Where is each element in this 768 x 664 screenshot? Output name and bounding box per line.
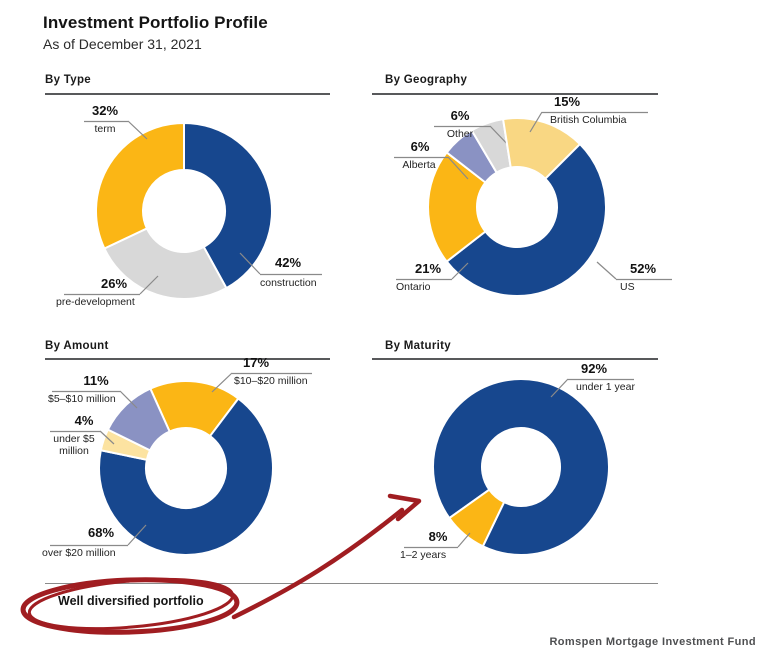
rule-by-type [45,93,330,95]
slice-category-label: Ontario [396,281,431,293]
donut-slice-amount-3 [106,387,171,452]
annotation-text: Well diversified portfolio [58,594,204,608]
donut-slice-amount-1 [98,397,274,556]
as-of-date: As of December 31, 2021 [43,36,202,52]
slice-percent-label: 17% [242,355,270,370]
leader-line [239,252,261,275]
donut-slice-type-1 [103,227,228,300]
slice-category-label: over $20 million [42,547,116,559]
slice-percent-label: 4% [74,413,94,428]
leader-line [127,524,147,546]
slice-category-label: $5–$10 million [48,393,116,405]
chart-title-by-amount: By Amount [45,340,109,352]
leader-line [119,390,138,409]
chart-title-by-geography: By Geography [385,74,468,86]
slice-percent-label: 32% [91,103,119,118]
rule-by-geography [372,93,658,95]
slice-category-label: US [620,281,635,293]
chart-title-by-maturity: By Maturity [385,340,451,352]
slice-category-label: British Columbia [550,114,627,126]
donut-slice-maturity-0 [432,378,610,556]
leader-line [451,262,469,280]
leader-line [447,156,469,180]
slice-category-label: under 1 year [576,381,635,393]
donut-slice-maturity-1 [448,488,506,548]
page-title: Investment Portfolio Profile [43,13,268,32]
chart-title-by-type: By Type [45,74,91,86]
rule-by-maturity [372,358,658,360]
leader-line [127,120,148,140]
slice-category-label: Alberta [402,159,436,171]
slice-percent-label: 42% [274,255,302,270]
slice-percent-label: 8% [428,529,448,544]
donut-slice-geography-0 [445,143,607,297]
slice-percent-label: 15% [553,94,581,109]
leader-line [139,275,159,295]
leader-line [529,111,543,133]
rule-by-amount [45,358,330,360]
slice-percent-label: 68% [87,525,115,540]
slice-category-label: term [94,123,116,135]
donut-slice-type-0 [183,122,273,290]
leader-line [99,430,115,445]
slice-percent-label: 52% [629,261,657,276]
leader-line [550,378,569,398]
slice-category-label: pre-development [56,296,135,308]
leader-line [211,372,233,393]
footer-brand: Romspen Mortgage Investment Fund [549,636,756,648]
slice-percent-label: 21% [414,261,442,276]
donut-slice-type-2 [95,122,185,250]
slice-category-label: Other [446,128,474,140]
leader-line [596,261,617,280]
slice-category-label: 1–2 years [400,549,447,561]
leader-line [457,532,471,548]
slice-category-label: $10–$20 million [234,375,308,387]
slice-category-label: under $5 million [53,433,95,457]
slice-percent-label: 6% [450,108,470,123]
donut-slice-geography-4 [502,117,581,180]
slice-category-label: construction [260,277,317,289]
slice-percent-label: 6% [410,139,430,154]
slice-percent-label: 26% [100,276,128,291]
slice-percent-label: 92% [580,361,608,376]
slice-percent-label: 11% [83,373,109,388]
